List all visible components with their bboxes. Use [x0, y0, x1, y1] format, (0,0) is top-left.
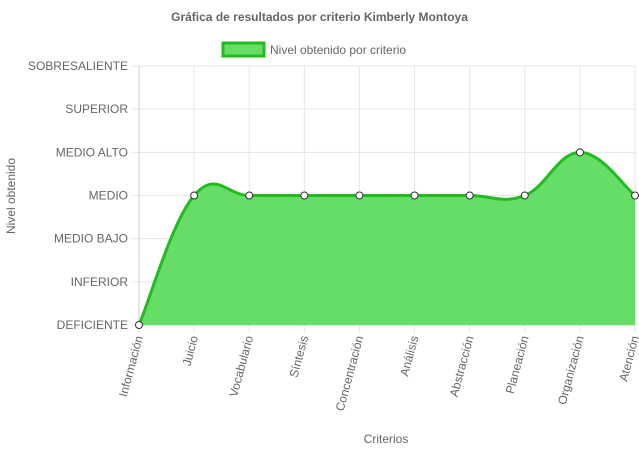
legend[interactable]: Nivel obtenido por criterio	[221, 41, 406, 58]
y-tick-labels: DEFICIENTE INFERIOR MEDIO BAJO MEDIO MEDIO A…	[28, 59, 128, 332]
series-layer	[135, 148, 639, 329]
y-tick-label: MEDIO BAJO	[54, 232, 128, 246]
data-point-6[interactable]	[465, 191, 474, 200]
legend-swatch	[221, 41, 266, 58]
x-tick-labels: Información Juicio Vocabulario Síntesis Conc…	[116, 334, 639, 413]
data-point-5[interactable]	[410, 191, 419, 200]
y-tick-label: DEFICIENTE	[57, 318, 128, 332]
y-tick-label: SUPERIOR	[65, 102, 128, 116]
x-tick-label: Información	[116, 334, 146, 398]
x-tick-label: Abstracción	[447, 334, 477, 398]
x-tick-label: Síntesis	[287, 334, 312, 379]
x-axis-title: Criterios	[364, 432, 409, 446]
y-axis-title: Nivel obtenido	[4, 158, 18, 234]
data-point-0[interactable]	[135, 321, 143, 329]
x-tick-label: Atención	[616, 334, 639, 383]
data-point-7[interactable]	[520, 191, 529, 200]
series-area	[139, 152, 635, 325]
series-line	[137, 150, 636, 326]
x-tick-label: Planeación	[503, 334, 532, 395]
data-point-8[interactable]	[575, 148, 584, 157]
data-point-9[interactable]	[631, 191, 639, 200]
data-point-3[interactable]	[300, 191, 309, 200]
chart-title: Gráfica de resultados por criterio Kimbe…	[171, 10, 468, 24]
x-tick-label: Concentración	[333, 334, 367, 412]
x-tick-label: Juicio	[180, 334, 202, 368]
legend-label: Nivel obtenido por criterio	[270, 43, 406, 57]
data-point-1[interactable]	[190, 191, 199, 200]
y-tick-label: MEDIO	[89, 189, 128, 203]
x-tick-label: Organización	[555, 334, 587, 406]
x-tick-label: Vocabulario	[226, 334, 256, 399]
y-tick-label: SOBRESALIENTE	[28, 59, 128, 73]
y-tick-label: MEDIO ALTO	[56, 145, 128, 159]
y-tick-label: INFERIOR	[71, 275, 129, 289]
data-point-4[interactable]	[355, 191, 364, 200]
x-tick-label: Análisis	[397, 334, 421, 378]
data-point-2[interactable]	[245, 191, 254, 200]
